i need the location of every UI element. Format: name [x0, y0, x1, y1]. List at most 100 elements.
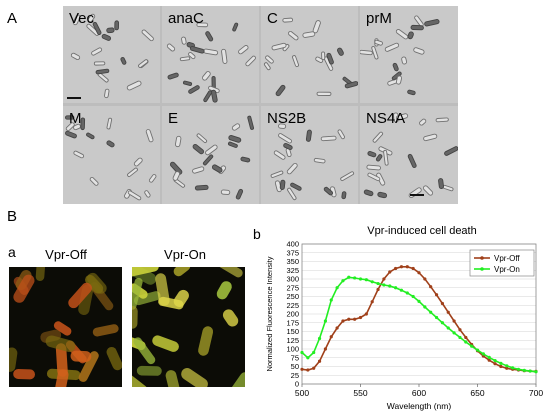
yeast-cell	[278, 123, 287, 129]
yeast-cell	[141, 29, 154, 42]
legend-marker	[480, 267, 484, 271]
fluorescent-cell	[222, 309, 239, 327]
yeast-cell	[302, 31, 316, 38]
microscopy-tile: C	[261, 6, 358, 103]
series-line-0	[301, 265, 537, 373]
yeast-cell	[371, 46, 379, 60]
data-point	[516, 367, 521, 371]
microscopy-image-grid: Vec anaC C prM M E NS2B NS4A	[63, 6, 458, 204]
cell-image	[360, 15, 440, 96]
y-tick-label: 300	[286, 275, 299, 284]
y-tick-label: 250	[286, 292, 299, 301]
data-point	[522, 368, 526, 372]
data-point	[388, 270, 392, 274]
yeast-cell	[395, 75, 403, 85]
fluorescent-cell	[152, 335, 179, 352]
data-point	[528, 369, 532, 373]
data-point	[499, 361, 503, 365]
yeast-cell	[87, 13, 96, 23]
yeast-cell	[423, 133, 438, 142]
yeast-cell	[221, 48, 228, 64]
yeast-cell	[384, 42, 400, 52]
yeast-cell	[407, 31, 414, 40]
chart-legend: Vpr-Off Vpr-On	[469, 249, 535, 277]
yeast-cell	[341, 191, 347, 200]
fluorescent-cell	[35, 267, 46, 282]
data-point	[312, 350, 316, 355]
fluorescent-cell	[87, 272, 107, 294]
yeast-cell	[326, 52, 334, 65]
yeast-cell	[312, 20, 321, 34]
y-tick-label: 75	[291, 353, 299, 362]
yeast-cell	[196, 22, 209, 28]
yeast-cell	[148, 174, 157, 183]
yeast-cell	[290, 182, 302, 191]
yeast-cell	[424, 19, 440, 27]
yeast-cell	[435, 117, 449, 123]
data-point	[452, 319, 456, 323]
yeast-cell	[337, 47, 344, 56]
data-point	[534, 370, 538, 374]
yeast-cell	[65, 122, 75, 132]
yeast-cell	[265, 55, 274, 64]
yeast-cell	[288, 30, 299, 41]
yeast-cell	[205, 144, 218, 156]
yeast-cell	[65, 130, 77, 139]
yeast-cell	[273, 150, 286, 160]
data-point	[411, 266, 415, 271]
y-tick-label: 400	[286, 240, 299, 249]
yeast-cell	[337, 129, 346, 140]
yeast-cell	[367, 151, 377, 158]
data-point	[417, 271, 421, 275]
yeast-cell	[101, 33, 112, 41]
data-point	[335, 286, 339, 290]
data-point	[446, 310, 450, 314]
fluorescent-cell	[133, 337, 156, 365]
chart-title: Vpr-induced cell death	[367, 225, 476, 237]
data-point	[358, 315, 363, 320]
fluorescent-cell	[173, 289, 189, 308]
y-tick-label: 175	[286, 318, 299, 327]
yeast-cell	[169, 161, 183, 175]
yeast-cell	[375, 154, 383, 162]
yeast-cell	[271, 42, 287, 51]
yeast-cell	[231, 123, 241, 131]
fluorescent-cell	[70, 350, 92, 363]
yeast-cell	[192, 166, 205, 174]
fluorescent-cell	[173, 267, 191, 277]
cell-image	[70, 13, 154, 99]
yeast-cell	[138, 59, 149, 68]
x-axis-ticks: 500 550 600 650 700	[295, 384, 543, 398]
data-point	[429, 310, 433, 314]
yeast-cell	[95, 68, 110, 75]
fluorescent-cell	[165, 370, 180, 387]
y-axis-label: Normalized Fluorescence Intensity	[265, 256, 274, 371]
data-point	[458, 335, 462, 340]
yeast-cell	[166, 43, 176, 52]
tile-label: NS2B	[267, 110, 307, 127]
yeast-cell	[410, 24, 424, 31]
series-layer	[300, 265, 538, 374]
x-tick-label: 700	[529, 388, 543, 398]
data-point	[423, 305, 427, 309]
microscopy-tile: E	[162, 106, 259, 204]
yeast-cell	[211, 164, 223, 173]
yeast-cell	[73, 150, 85, 159]
yeast-cell	[227, 141, 238, 148]
yeast-cell	[279, 179, 286, 190]
data-point	[300, 350, 304, 355]
fluorescent-cell	[132, 374, 148, 387]
data-point	[411, 294, 415, 299]
yeast-cell	[408, 187, 422, 199]
data-point	[505, 364, 509, 368]
microscopy-tile: M	[63, 106, 160, 204]
data-point	[440, 321, 444, 325]
yeast-cell	[282, 17, 294, 23]
yeast-cell	[374, 39, 383, 46]
panel-label-a: A	[7, 10, 18, 27]
fluorescent-cell	[45, 335, 76, 353]
yeast-cell	[144, 190, 151, 198]
fluorescent-cell	[133, 291, 161, 306]
y-tick-label: 375	[286, 248, 299, 257]
y-tick-label: 25	[291, 371, 299, 380]
